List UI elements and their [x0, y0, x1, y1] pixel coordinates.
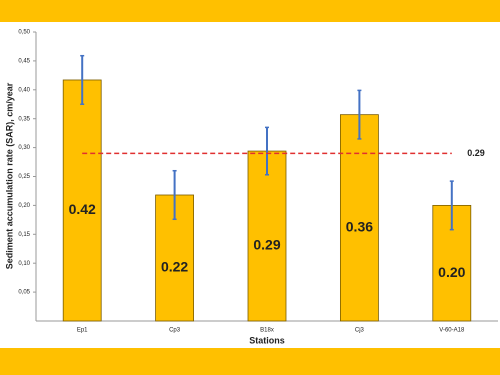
value-label: 0.36	[346, 219, 373, 235]
bottom-band	[0, 348, 500, 375]
x-tick-label: B18x	[260, 328, 274, 334]
top-band	[0, 0, 500, 22]
x-tick-label: V-60-A18	[439, 328, 465, 334]
x-tick-label: Cp3	[169, 328, 181, 334]
x-axis-title: Stations	[249, 335, 285, 345]
y-tick-label: 0,40	[18, 87, 30, 93]
value-label: 0.42	[69, 201, 96, 217]
y-tick-label: 0,45	[18, 58, 30, 64]
reference-label: 0.29	[467, 148, 485, 158]
y-tick-label: 0,20	[18, 203, 30, 209]
y-axis-title: Sediment accumulation rate (SAR), cm/yea…	[4, 82, 14, 269]
bar	[62, 79, 102, 322]
y-tick-label: 0,35	[18, 116, 30, 122]
y-tick-label: 0,50	[18, 30, 30, 36]
value-label: 0.22	[161, 259, 188, 275]
x-tick-label: Cj3	[355, 328, 365, 334]
value-label: 0.20	[438, 264, 465, 280]
y-tick-label: 0,30	[18, 145, 30, 151]
y-tick-label: 0,05	[18, 290, 30, 296]
value-label: 0.29	[253, 237, 280, 253]
y-tick-label: 0,15	[18, 232, 30, 238]
y-tick-label: 0,10	[18, 261, 30, 267]
x-tick-label: Ep1	[77, 328, 88, 334]
y-tick-label: 0,25	[18, 174, 30, 180]
